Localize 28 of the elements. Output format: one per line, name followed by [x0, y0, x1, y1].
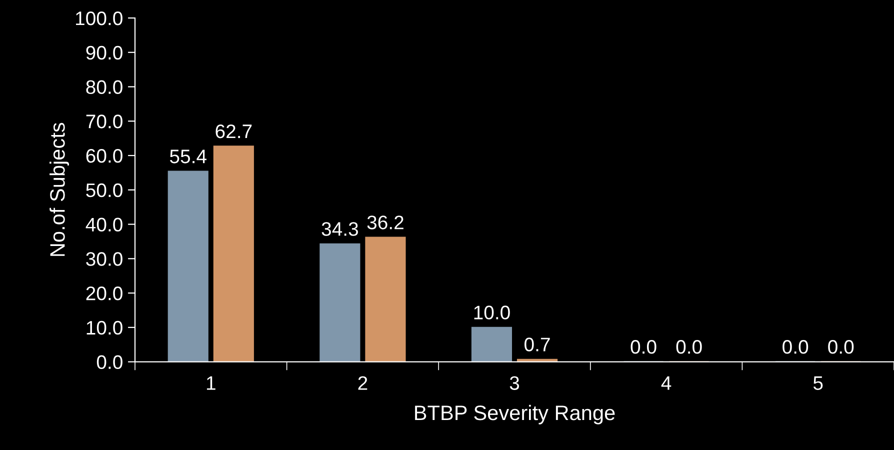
data-label: 0.7: [524, 338, 550, 352]
data-label: 34.3: [322, 222, 358, 236]
y-tick-label: 0.0: [96, 355, 122, 370]
x-tick-label: 1: [206, 376, 216, 390]
x-tick-label: 5: [813, 376, 823, 390]
x-axis-title: BTBP Severity Range: [415, 404, 615, 424]
y-tick-label: 90.0: [86, 46, 122, 60]
data-label: 36.2: [367, 216, 404, 230]
data-label: 0.0: [782, 340, 808, 354]
y-tick-label: 30.0: [86, 252, 122, 266]
data-label: 0.0: [828, 340, 854, 354]
y-tick-label: 40.0: [86, 218, 122, 232]
y-tick-label: 100.0: [76, 11, 122, 26]
y-tick-label: 50.0: [86, 183, 122, 198]
y-tick-label: 60.0: [86, 148, 122, 163]
data-label: 55.4: [170, 150, 206, 164]
y-axis-title: No.of Subjects: [50, 122, 69, 256]
x-tick-label: 2: [358, 376, 368, 390]
data-label: 62.7: [216, 124, 252, 138]
x-tick-label: 4: [661, 376, 672, 390]
data-label: 10.0: [474, 306, 510, 320]
y-tick-label: 70.0: [86, 114, 122, 128]
x-tick-label: 3: [510, 376, 520, 390]
data-label: 0.0: [630, 340, 656, 354]
y-tick-label: 20.0: [86, 286, 122, 300]
y-tick-label: 10.0: [86, 320, 122, 335]
y-tick-label: 80.0: [86, 80, 122, 94]
data-label: 0.0: [676, 340, 702, 354]
